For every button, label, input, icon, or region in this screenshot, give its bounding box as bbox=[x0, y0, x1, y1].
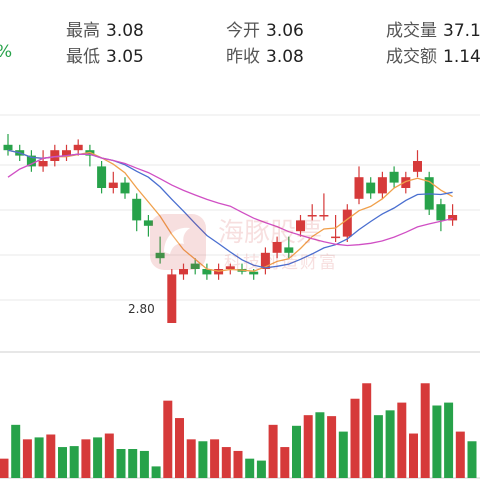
candle-body bbox=[249, 271, 259, 275]
candle-body bbox=[167, 274, 177, 323]
volume-bar bbox=[198, 441, 208, 478]
candle-body bbox=[120, 182, 130, 194]
volume-bar bbox=[373, 415, 383, 478]
volume-bar bbox=[175, 418, 184, 478]
volume-bar bbox=[139, 450, 149, 478]
volume-bar bbox=[69, 446, 79, 478]
candle-body bbox=[448, 215, 458, 221]
volume-bar bbox=[420, 383, 430, 478]
ma5-line bbox=[7, 149, 453, 272]
volume-bar bbox=[467, 441, 477, 478]
candles bbox=[3, 134, 458, 323]
candle-body bbox=[354, 177, 364, 199]
volume-bar bbox=[0, 458, 9, 478]
change-percent: % bbox=[0, 42, 12, 62]
volume-bar bbox=[385, 410, 395, 478]
moving-averages bbox=[7, 149, 453, 272]
ma10-line bbox=[7, 149, 453, 269]
candle-body bbox=[366, 182, 376, 194]
volume-bar bbox=[327, 416, 337, 478]
candle-body bbox=[190, 263, 200, 269]
volume-bar bbox=[81, 439, 91, 478]
chart-grid bbox=[0, 114, 480, 479]
volume-bar bbox=[34, 437, 44, 478]
candle-body bbox=[26, 155, 36, 167]
candle-body bbox=[436, 204, 446, 221]
volume-bar bbox=[350, 398, 360, 478]
candle-body bbox=[307, 215, 317, 217]
candle-body bbox=[3, 144, 13, 151]
volume-bar bbox=[210, 439, 220, 478]
volume-bar bbox=[46, 434, 56, 478]
volume-bar bbox=[409, 433, 418, 478]
candle-body bbox=[413, 161, 422, 172]
candle-body bbox=[155, 252, 165, 259]
volume-bar bbox=[444, 402, 454, 478]
candle-body bbox=[179, 269, 188, 275]
volume-bar bbox=[256, 460, 266, 478]
volume-bar bbox=[22, 439, 32, 478]
candle-body bbox=[225, 266, 235, 269]
volume-bar bbox=[268, 424, 278, 478]
volume-bar bbox=[315, 412, 325, 478]
stat-turnover: 成交额 1.14 bbox=[386, 47, 480, 67]
candle-body bbox=[342, 209, 352, 237]
candle-body bbox=[377, 177, 387, 194]
candle-body bbox=[132, 198, 142, 221]
candle-body bbox=[296, 220, 305, 232]
volume-bar bbox=[11, 424, 21, 478]
volume-bar bbox=[116, 449, 126, 478]
candle-body bbox=[331, 236, 341, 239]
volume-bar bbox=[303, 415, 313, 478]
volume-bar bbox=[128, 449, 138, 478]
candle-body bbox=[38, 161, 48, 167]
candle-body bbox=[62, 150, 71, 156]
candle-body bbox=[202, 269, 212, 275]
volume-bar bbox=[432, 405, 442, 478]
low-price-marker: 2.80 bbox=[128, 302, 155, 316]
candle-body bbox=[143, 220, 153, 226]
stat-prev-close: 昨收 3.08 bbox=[226, 47, 304, 67]
volume-bar bbox=[455, 431, 465, 478]
volume-bar bbox=[221, 447, 231, 478]
stat-open: 今开 3.06 bbox=[226, 21, 304, 41]
candle-body bbox=[284, 247, 294, 253]
volume-bar bbox=[280, 447, 290, 478]
volume-bar bbox=[104, 433, 114, 478]
stat-high: 最高 3.08 bbox=[66, 21, 144, 41]
candle-body bbox=[401, 177, 411, 188]
volume-bar bbox=[163, 400, 173, 478]
candle-body bbox=[260, 252, 270, 269]
volume-bar bbox=[245, 458, 255, 478]
volume-bar bbox=[93, 437, 103, 478]
candle-body bbox=[50, 150, 60, 161]
volume-bar bbox=[397, 402, 407, 478]
volume-bar bbox=[233, 450, 243, 478]
ma20-line bbox=[7, 153, 453, 247]
volume-bars bbox=[0, 383, 477, 478]
candle-body bbox=[73, 144, 83, 151]
candle-body bbox=[272, 242, 282, 253]
volume-bar bbox=[186, 439, 196, 478]
volume-bar bbox=[151, 466, 161, 478]
candle-body bbox=[389, 171, 399, 183]
volume-bar bbox=[362, 383, 372, 478]
candle-body bbox=[319, 215, 329, 217]
candle-body bbox=[97, 166, 107, 188]
volume-bar bbox=[338, 431, 348, 478]
stat-low: 最低 3.05 bbox=[66, 47, 144, 67]
volume-bar bbox=[58, 447, 67, 478]
volume-bar bbox=[292, 425, 301, 478]
candle-body bbox=[108, 182, 118, 188]
stat-volume: 成交量 37.1 bbox=[386, 21, 480, 41]
